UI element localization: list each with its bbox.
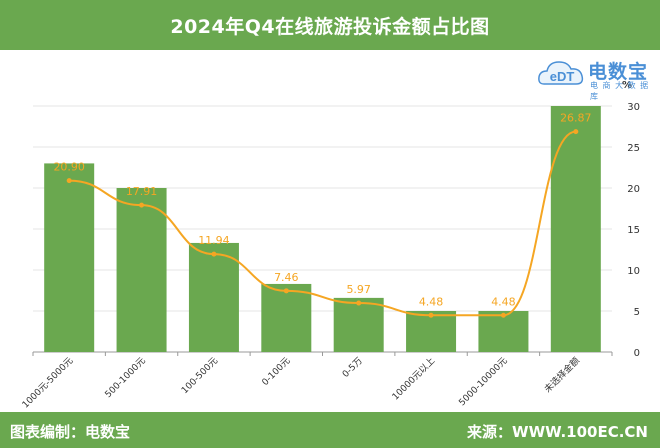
x-tick-label: 5000-10000元 (457, 356, 509, 408)
x-tick-label: 0-5万 (341, 356, 365, 380)
bar (333, 297, 384, 352)
logo-badge-text: eDT (550, 69, 575, 84)
logo: eDT 电数宝 电 商 大 数 据 库 (536, 54, 660, 101)
line-series (69, 130, 577, 317)
x-tick-label: 未选择金额 (542, 355, 582, 395)
x-tick-label: 500-1000元 (104, 356, 148, 400)
line-point (428, 312, 434, 318)
line-point (139, 202, 145, 208)
data-label: 20.90 (53, 161, 85, 174)
chart-title: 2024年Q4在线旅游投诉金额占比图 (170, 15, 490, 38)
bar (406, 311, 457, 352)
bar (550, 106, 601, 352)
x-tick-label: 1000元-5000元 (21, 356, 75, 410)
data-label: 4.48 (491, 295, 516, 308)
data-label: 4.48 (419, 295, 444, 308)
line-point (573, 129, 579, 135)
bar (478, 311, 529, 352)
data-label: 11.94 (198, 234, 230, 247)
x-tick-label: 0-100元 (261, 356, 293, 388)
bar (116, 188, 167, 352)
cloud-logo-icon: eDT (538, 61, 584, 85)
y-tick-label: 0 (634, 348, 640, 359)
unit-label: % (622, 80, 632, 91)
logo-brand: 电数宝 (588, 61, 649, 83)
data-label: 26.87 (560, 112, 592, 125)
y-tick-label: 25 (627, 143, 640, 154)
y-tick-label: 15 (627, 225, 640, 236)
data-label: 17.91 (126, 185, 158, 198)
bar (261, 283, 312, 352)
y-tick-label: 30 (627, 102, 640, 113)
footer-credit: 图表编制：电数宝 (10, 423, 131, 441)
logo-tagline: 电 商 大 数 据 库 (590, 81, 650, 101)
line-point (283, 288, 289, 294)
line-point (66, 178, 72, 184)
data-label: 7.46 (274, 271, 299, 284)
bar (188, 242, 239, 352)
bar (44, 163, 95, 352)
line-point (211, 251, 217, 257)
y-tick-label: 5 (634, 307, 640, 318)
title-bar: 2024年Q4在线旅游投诉金额占比图 (0, 0, 660, 50)
chart-canvas: 0 5 10 15 20 25 30 1000元-5000元 500-1000元 100-500元… (21, 80, 640, 411)
line-point (356, 300, 362, 306)
y-tick-label: 10 (627, 266, 640, 277)
y-tick-label: 20 (627, 184, 640, 195)
footer-source: 来源：WWW.100EC.CN (467, 423, 648, 441)
x-tick-label: 10000元以上 (390, 355, 437, 402)
data-label: 5.97 (346, 283, 371, 296)
x-tick-label: 100-500元 (180, 356, 220, 396)
line-point (500, 312, 506, 318)
footer-bar: 图表编制：电数宝 来源：WWW.100EC.CN (0, 412, 660, 448)
